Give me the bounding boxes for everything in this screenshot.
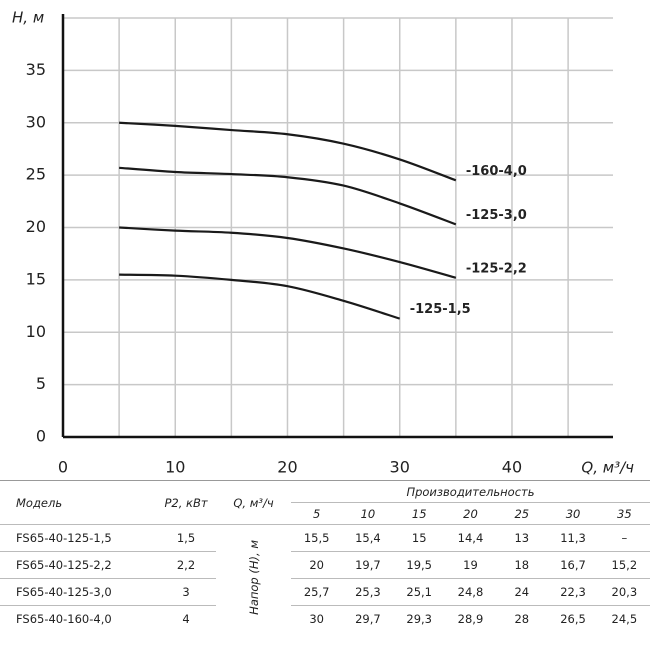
- table-cell: 3: [156, 578, 216, 606]
- x-axis-label: Q, м³/ч: [581, 459, 634, 477]
- y-tick-label: 35: [26, 60, 46, 79]
- series-line: [119, 273, 401, 320]
- x-tick-label: 0: [58, 458, 68, 477]
- table-cell: –: [598, 524, 650, 552]
- header-row: Модель P2, кВт Q, м³/ч Производительность: [0, 480, 650, 510]
- table-cell: 26,5: [547, 605, 599, 632]
- table-cell: 11,3: [547, 524, 599, 552]
- table-cell: FS65-40-160-4,0: [0, 605, 156, 632]
- y-tick-label: 5: [36, 374, 46, 393]
- table-cell: FS65-40-125-1,5: [0, 524, 156, 552]
- column-header: 30: [565, 506, 581, 521]
- table-cell: 22,3: [547, 578, 599, 606]
- table-cell: 30: [291, 605, 343, 632]
- table-cell: 20,3: [598, 578, 650, 606]
- data-row: FS65-40-160-4,0 4 30 29,7 29,3 28,9 28 26,5 24,5: [0, 605, 650, 632]
- table-cell: 19,5: [393, 551, 445, 579]
- column-header: 10: [360, 506, 376, 521]
- table-cell: 15: [393, 524, 445, 552]
- series-label: -125-3,0: [466, 208, 527, 223]
- data-row: FS65-40-125-1,5 1,5 Напор (Н), м 15,5 15,4 15…: [0, 524, 650, 632]
- table-cell: 1,5: [156, 524, 216, 552]
- table-cell: 29,7: [342, 605, 394, 632]
- x-tick-label: 30: [390, 458, 410, 477]
- table-body: Модель P2, кВт Q, м³/ч Производительность 5 1…: [0, 480, 650, 632]
- table-cell: 20: [291, 551, 343, 579]
- y-tick-label: 10: [26, 322, 46, 341]
- series-label: -160-4,0: [466, 164, 527, 179]
- x-tick-label: 40: [502, 458, 522, 477]
- y-tick-label: 25: [26, 165, 46, 184]
- column-header: 15: [411, 506, 427, 521]
- y-tick-label: 0: [36, 427, 46, 446]
- column-header: 25: [514, 506, 530, 521]
- table-cell: FS65-40-125-2,2: [0, 551, 156, 579]
- y-axis-label: H, м: [12, 9, 44, 27]
- column-header: 20: [463, 506, 478, 521]
- series-label: -125-1,5: [410, 302, 471, 317]
- header-cell: Производительность: [291, 480, 650, 503]
- table-cell: 19,7: [342, 551, 394, 579]
- table-cell: 24,5: [598, 605, 650, 632]
- data-row: FS65-40-125-3,0 3 25,7 25,3 25,1 24,8 24 22,3 20…: [0, 578, 650, 606]
- table-cell: 25,3: [342, 578, 394, 606]
- header-cell: Q, м³/ч: [233, 495, 274, 510]
- column-header: 35: [617, 506, 632, 521]
- table-cell: 29,3: [393, 605, 445, 632]
- x-tick-label: 10: [165, 458, 185, 477]
- table-cell: 24,8: [444, 578, 497, 606]
- table-cell: 15,2: [598, 551, 650, 579]
- chart: H, м Q, м³/ч 0 10 20 30 40 0 5 10 15 20 25 30 35 -160…: [12, 9, 634, 477]
- table-cell: 25,1: [393, 578, 445, 606]
- table-cell: 28,9: [444, 605, 497, 632]
- table-cell: 28: [496, 605, 548, 632]
- table-cell: 25,7: [291, 578, 343, 606]
- y-tick-label: 15: [26, 269, 46, 288]
- column-header: 5: [312, 506, 321, 521]
- x-tick-label: 20: [277, 458, 297, 477]
- table-cell: 19: [444, 551, 497, 579]
- table-cell: FS65-40-125-3,0: [0, 578, 156, 606]
- table-cell: 15,5: [291, 524, 343, 552]
- table-cell: 4: [156, 605, 216, 632]
- data-row: FS65-40-125-2,2 2,2 20 19,7 19,5 19 18 16,7 15,2: [0, 551, 650, 579]
- y-tick-label: 30: [26, 112, 46, 131]
- table-cell: 15,4: [342, 524, 394, 552]
- series-line: [119, 166, 457, 226]
- table-cell: 14,4: [444, 524, 497, 552]
- table-cell: 16,7: [547, 551, 599, 579]
- series-line: [119, 226, 457, 279]
- series-line: [119, 121, 457, 182]
- row-label-cell: Напор (Н), м: [216, 524, 291, 632]
- table-cell: 24: [496, 578, 548, 606]
- data-table: Модель P2, кВт Q, м³/ч Производительность 5 1…: [0, 480, 650, 632]
- table-cell: 2,2: [156, 551, 216, 579]
- header-cell: Модель: [16, 495, 63, 510]
- table-cell: 18: [496, 551, 548, 579]
- table-cell: 13: [496, 524, 548, 552]
- header-row: 5 10 15 20 25 30 35: [0, 503, 650, 525]
- series-label: -125-2,2: [466, 261, 527, 276]
- y-tick-label: 20: [26, 217, 46, 236]
- row-label: Напор (Н), м: [246, 539, 261, 615]
- header-cell: P2, кВт: [164, 495, 208, 510]
